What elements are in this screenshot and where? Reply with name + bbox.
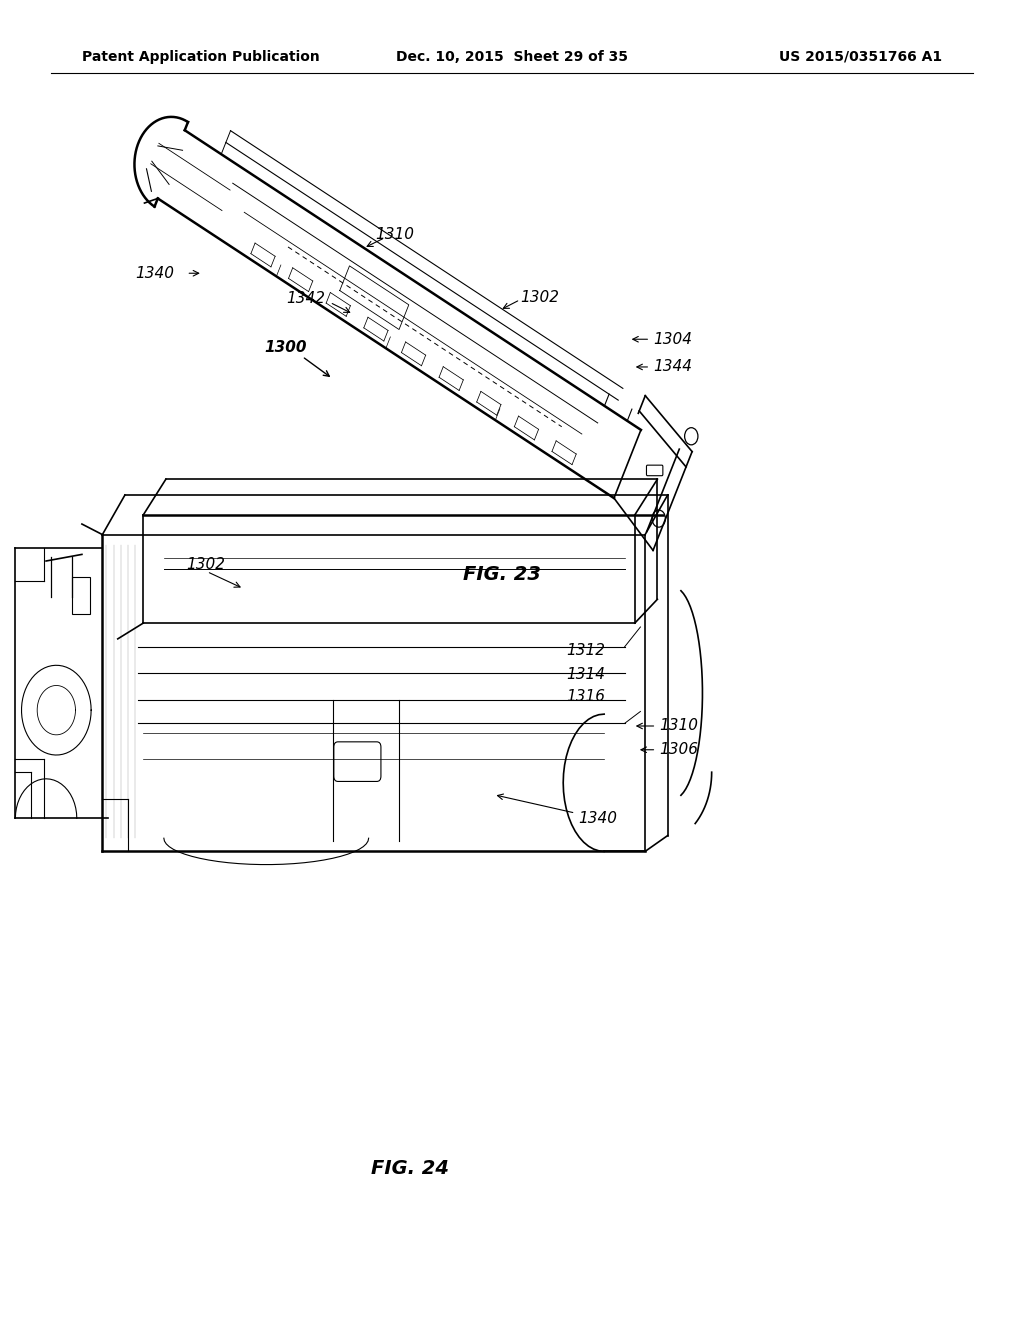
Text: Patent Application Publication: Patent Application Publication: [82, 50, 319, 63]
Text: FIG. 23: FIG. 23: [463, 565, 541, 583]
Text: 1306: 1306: [659, 742, 698, 758]
Text: 1344: 1344: [653, 359, 692, 375]
FancyBboxPatch shape: [334, 742, 381, 781]
Text: 1340: 1340: [579, 810, 617, 826]
Text: FIG. 24: FIG. 24: [371, 1159, 449, 1177]
FancyBboxPatch shape: [646, 465, 663, 475]
Text: 1312: 1312: [566, 643, 605, 659]
Text: 1310: 1310: [375, 227, 414, 243]
Text: 1300: 1300: [264, 339, 307, 355]
Text: US 2015/0351766 A1: US 2015/0351766 A1: [779, 50, 942, 63]
Bar: [72, 577, 90, 614]
Text: 1302: 1302: [186, 557, 225, 573]
Text: 1302: 1302: [520, 289, 559, 305]
Text: 1340: 1340: [135, 265, 174, 281]
Text: Dec. 10, 2015  Sheet 29 of 35: Dec. 10, 2015 Sheet 29 of 35: [396, 50, 628, 63]
Text: 1316: 1316: [566, 689, 605, 705]
Text: 1342: 1342: [287, 290, 326, 306]
Text: 1314: 1314: [566, 667, 605, 682]
Text: 1304: 1304: [653, 331, 692, 347]
Text: 1310: 1310: [659, 718, 698, 734]
